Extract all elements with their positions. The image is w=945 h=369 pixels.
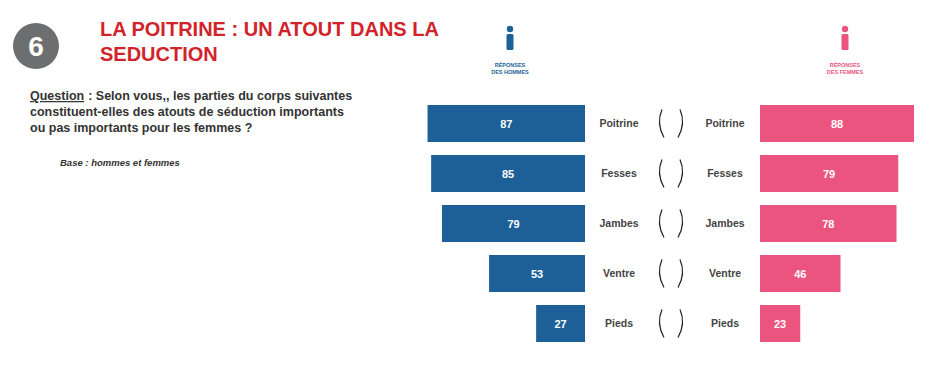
data-label: 78 (822, 218, 834, 230)
bar (489, 255, 585, 292)
chart: 6 LA POITRINE : UN ATOUT DANS LA SEDUCTION… (0, 0, 945, 369)
category-label: Poitrine (705, 117, 744, 129)
bar (442, 205, 585, 242)
body-icon (659, 160, 682, 188)
tick: Jambes (705, 217, 744, 229)
icon-head (507, 26, 513, 32)
question: : Selon vous,, les parties du corps suiv… (30, 89, 352, 135)
text-line: SEDUCTION (100, 43, 218, 65)
bar (431, 155, 585, 192)
category-label: Pieds (711, 317, 739, 329)
question-line: ou pas importants pour les femmes ? (30, 121, 252, 135)
icon-body (507, 34, 514, 50)
tick: Pieds (605, 317, 633, 329)
category-label: Jambes (599, 217, 638, 229)
category-label: Ventre (603, 267, 635, 279)
body-icon (659, 260, 682, 288)
title: LA POITRINE : UN ATOUT DANS LA SEDUCTION (100, 18, 439, 65)
tick: Fesses (707, 167, 743, 179)
text-line: RÉPONSES (830, 61, 861, 68)
category-label: Ventre (709, 267, 741, 279)
data-label: 88 (831, 118, 843, 130)
tick: Poitrine (599, 117, 638, 129)
series-name: RÉPONSESDES HOMMES (491, 61, 529, 75)
data-labels: 88 79 78 46 23 (774, 118, 843, 330)
data-label: 85 (502, 168, 514, 180)
category-label: Poitrine (599, 117, 638, 129)
tick: Poitrine (705, 117, 744, 129)
question-line: constituent-elles des atouts de séductio… (30, 105, 344, 119)
category-label: Jambes (705, 217, 744, 229)
bar (760, 155, 898, 192)
category-label: Pieds (605, 317, 633, 329)
bar (428, 105, 585, 142)
bar (536, 305, 585, 342)
question-line: : Selon vous,, les parties du corps suiv… (88, 89, 352, 103)
data-label: 87 (500, 118, 512, 130)
base-note: Base : hommes et femmes (60, 157, 180, 168)
body-icon (659, 110, 682, 138)
text-line: DES FEMMES (827, 69, 864, 75)
series-name: RÉPONSESDES FEMMES (827, 61, 864, 75)
bars (428, 105, 585, 342)
text-line: LA POITRINE : UN ATOUT DANS LA (100, 18, 439, 40)
person-icon (507, 26, 514, 50)
tick: Pieds (711, 317, 739, 329)
tick: Ventre (709, 267, 741, 279)
body-icon (659, 310, 682, 338)
data-label: 23 (774, 318, 786, 330)
category-axis: Poitrine Fesses Jambes Ventre Pieds (705, 117, 744, 329)
bar (760, 205, 897, 242)
body-icon (659, 210, 682, 238)
bar (760, 105, 914, 142)
badge-number: 6 (28, 31, 44, 62)
tick: Fesses (601, 167, 637, 179)
bars (760, 105, 914, 342)
data-label: 27 (554, 318, 566, 330)
tick: Ventre (603, 267, 635, 279)
bar (760, 255, 841, 292)
data-label: 53 (531, 268, 543, 280)
text-line: DES HOMMES (491, 69, 529, 75)
person-icon (842, 26, 849, 50)
data-label: 79 (507, 218, 519, 230)
text-line: RÉPONSES (495, 61, 526, 68)
icon-body (842, 34, 849, 50)
category-label: Fesses (707, 167, 743, 179)
tick: Jambes (599, 217, 638, 229)
question-label: Question (30, 89, 84, 103)
category-label: Fesses (601, 167, 637, 179)
data-labels: 87 85 79 53 27 (500, 118, 567, 330)
data-label: 46 (794, 268, 806, 280)
badge-circle (13, 23, 59, 69)
category-axis: Poitrine Fesses Jambes Ventre Pieds (599, 117, 638, 329)
data-label: 79 (823, 168, 835, 180)
icon-head (842, 26, 848, 32)
bar (760, 305, 800, 342)
body-icons (659, 110, 682, 338)
